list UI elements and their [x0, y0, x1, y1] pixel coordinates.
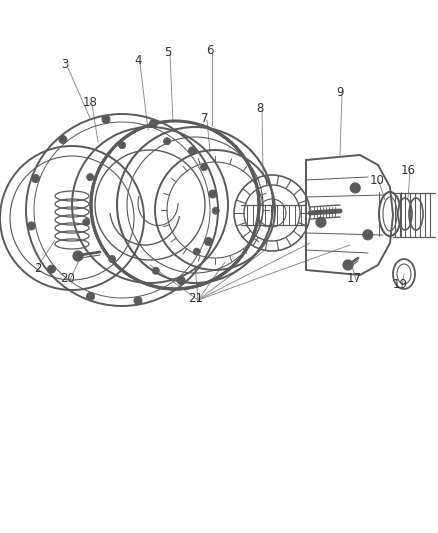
Circle shape — [82, 219, 89, 225]
Circle shape — [59, 135, 67, 143]
Circle shape — [86, 293, 94, 301]
Circle shape — [177, 277, 185, 285]
Text: 21: 21 — [188, 292, 203, 304]
Circle shape — [200, 164, 207, 171]
Circle shape — [47, 265, 55, 273]
Circle shape — [163, 138, 170, 145]
Text: 5: 5 — [164, 45, 171, 59]
Circle shape — [73, 251, 83, 261]
Text: 20: 20 — [60, 271, 75, 285]
Circle shape — [149, 119, 157, 127]
Circle shape — [32, 174, 39, 182]
Text: 19: 19 — [392, 279, 406, 292]
Circle shape — [108, 255, 115, 263]
Text: 16: 16 — [399, 164, 414, 176]
Circle shape — [152, 267, 159, 274]
Circle shape — [350, 183, 360, 193]
Text: 4: 4 — [134, 53, 141, 67]
Text: 8: 8 — [256, 101, 263, 115]
Text: 17: 17 — [346, 271, 360, 285]
Circle shape — [342, 260, 352, 270]
Text: 10: 10 — [369, 174, 384, 187]
Circle shape — [315, 217, 325, 227]
Text: 18: 18 — [82, 95, 97, 109]
Circle shape — [204, 238, 212, 246]
Text: 9: 9 — [336, 85, 343, 99]
Text: 3: 3 — [61, 59, 68, 71]
Circle shape — [27, 222, 35, 230]
Circle shape — [212, 207, 219, 214]
Circle shape — [102, 116, 110, 124]
Text: 6: 6 — [206, 44, 213, 56]
Circle shape — [134, 296, 141, 304]
Circle shape — [193, 248, 200, 255]
Text: 2: 2 — [34, 262, 42, 274]
Circle shape — [362, 230, 372, 240]
Circle shape — [188, 147, 196, 155]
Circle shape — [118, 142, 125, 149]
Text: 7: 7 — [201, 111, 208, 125]
Circle shape — [86, 174, 93, 181]
Circle shape — [208, 190, 216, 198]
